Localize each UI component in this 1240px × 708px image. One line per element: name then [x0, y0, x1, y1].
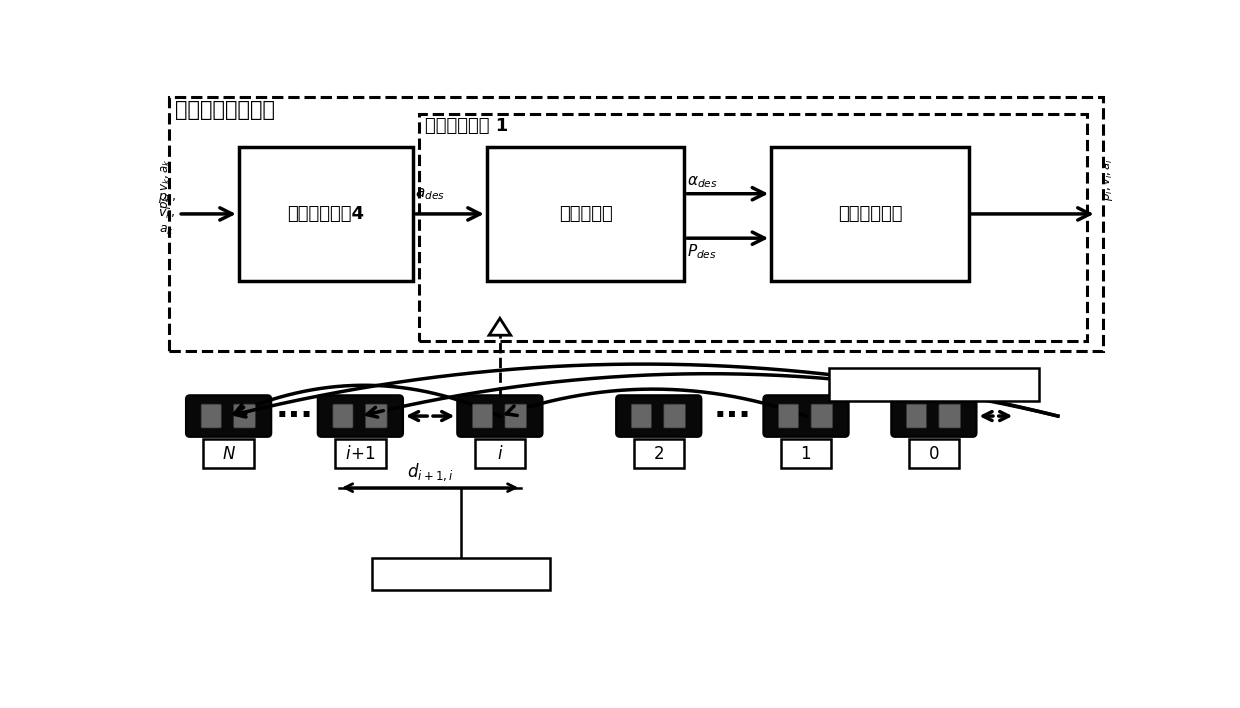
FancyBboxPatch shape — [764, 395, 848, 437]
FancyBboxPatch shape — [779, 404, 799, 428]
Bar — [203, 439, 254, 469]
Polygon shape — [489, 319, 511, 335]
Bar — [830, 368, 1039, 401]
Text: $\alpha_{des}$: $\alpha_{des}$ — [687, 174, 718, 190]
Text: $d_{i+1,i}$: $d_{i+1,i}$ — [407, 462, 454, 483]
Text: 分布式控制器4: 分布式控制器4 — [288, 205, 365, 223]
FancyBboxPatch shape — [616, 395, 702, 437]
Bar — [634, 439, 684, 469]
FancyBboxPatch shape — [233, 404, 255, 428]
FancyBboxPatch shape — [892, 395, 977, 437]
Text: $p_i,v_i,a_i$: $p_i,v_i,a_i$ — [1101, 158, 1115, 201]
Text: $p_k,v_k,a_k$: $p_k,v_k,a_k$ — [159, 158, 172, 209]
Bar — [486, 147, 684, 281]
FancyBboxPatch shape — [472, 404, 492, 428]
Bar — [238, 147, 413, 281]
FancyBboxPatch shape — [317, 395, 403, 437]
Bar — [335, 439, 386, 469]
FancyBboxPatch shape — [505, 404, 527, 428]
FancyBboxPatch shape — [366, 404, 387, 428]
Text: ···: ··· — [713, 399, 751, 433]
FancyBboxPatch shape — [458, 395, 543, 437]
FancyBboxPatch shape — [201, 404, 221, 428]
FancyBboxPatch shape — [663, 404, 686, 428]
FancyBboxPatch shape — [906, 404, 926, 428]
Text: $N$: $N$ — [222, 445, 236, 463]
Text: 下层控制器: 下层控制器 — [559, 205, 613, 223]
Text: 车辆纵向动力系统: 车辆纵向动力系统 — [175, 100, 275, 120]
Text: $0$: $0$ — [929, 445, 940, 463]
Text: $2$: $2$ — [653, 445, 665, 463]
Text: $a_{des}$: $a_{des}$ — [415, 187, 445, 202]
Text: $i\!+\!1$: $i\!+\!1$ — [345, 445, 376, 463]
FancyBboxPatch shape — [939, 404, 961, 428]
Text: $p_k,$
$v_k,$
$a_k$: $p_k,$ $v_k,$ $a_k$ — [157, 191, 176, 237]
FancyBboxPatch shape — [631, 404, 651, 428]
Bar — [169, 96, 1102, 350]
Bar — [372, 558, 551, 590]
Bar — [909, 439, 959, 469]
FancyBboxPatch shape — [811, 404, 833, 428]
Text: 下层动力模块: 下层动力模块 — [838, 205, 903, 223]
Text: $1$: $1$ — [801, 445, 811, 463]
Text: 节点动力单元 1: 节点动力单元 1 — [424, 118, 508, 135]
Text: ···: ··· — [275, 399, 314, 433]
Text: $P_{des}$: $P_{des}$ — [687, 242, 717, 261]
FancyBboxPatch shape — [186, 395, 272, 437]
Bar — [419, 114, 1087, 341]
Bar — [781, 439, 831, 469]
FancyBboxPatch shape — [332, 404, 353, 428]
Text: 通信拓扑结椄3: 通信拓扑结椄3 — [898, 375, 970, 394]
Text: 几何拓扑结椄2: 几何拓扑结椄2 — [425, 565, 497, 583]
Bar — [771, 147, 968, 281]
Text: $i$: $i$ — [496, 445, 503, 463]
Bar — [475, 439, 525, 469]
